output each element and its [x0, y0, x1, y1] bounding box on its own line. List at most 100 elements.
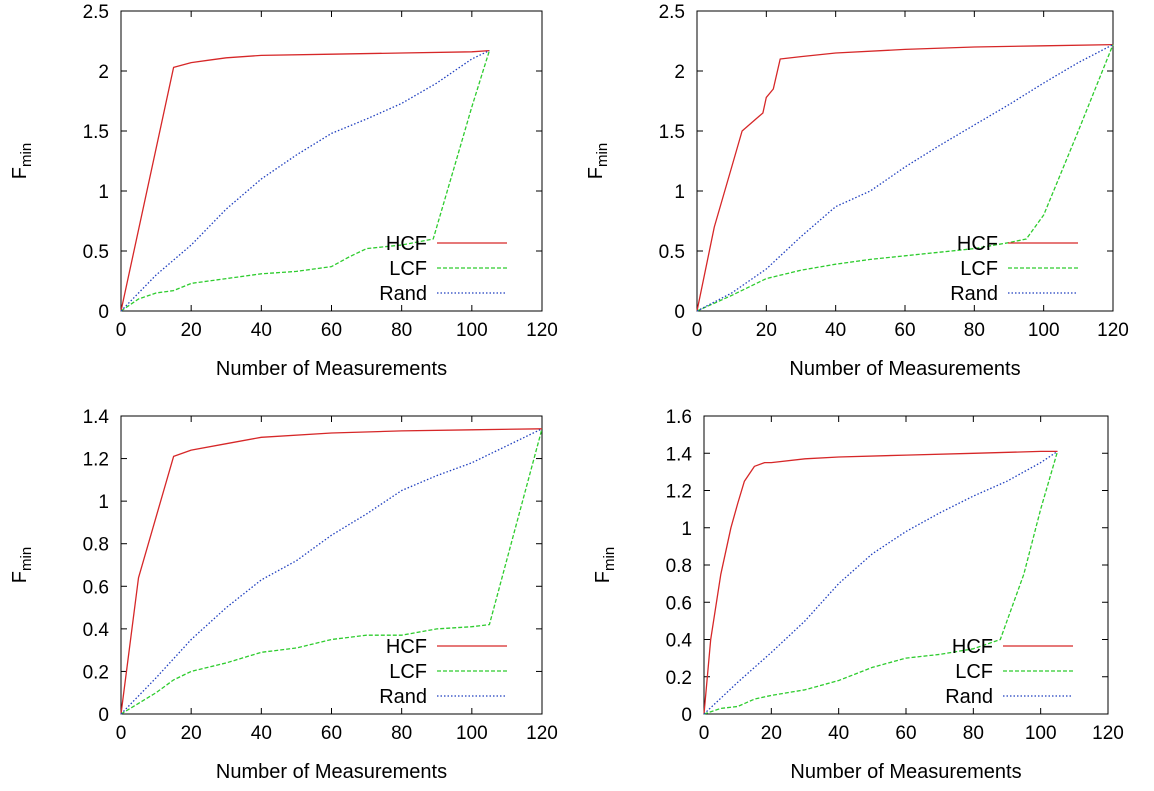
x-tick-label: 60 — [321, 320, 342, 341]
y-tick-label: 0 — [98, 705, 109, 726]
x-tick-label: 100 — [1025, 723, 1057, 744]
x-tick-label: 80 — [391, 320, 412, 341]
series-line-hcf — [120, 49, 490, 312]
x-tick-label: 0 — [699, 723, 710, 744]
x-tick-label: 20 — [761, 723, 782, 744]
legend-label: LCF — [389, 258, 427, 280]
y-tick-label: 0.5 — [83, 242, 109, 263]
y-axis-label-subscript: min — [594, 143, 611, 167]
series-line-lcf — [703, 451, 1059, 715]
y-axis-label-main: F — [9, 167, 31, 179]
y-tick-label: 2.5 — [83, 2, 109, 23]
series-line-rand — [120, 50, 490, 312]
x-tick-label: 100 — [1028, 320, 1060, 341]
x-tick-label: 60 — [321, 723, 342, 744]
x-tick-label: 120 — [526, 723, 558, 744]
x-tick-label: 100 — [456, 320, 488, 341]
y-tick-label: 0.8 — [83, 535, 109, 556]
series-line-hcf — [120, 428, 543, 715]
y-tick-label: 2 — [98, 62, 109, 83]
y-tick-label: 0.4 — [83, 620, 110, 641]
y-tick-label: 0.2 — [83, 662, 109, 683]
y-axis-label-main: F — [585, 167, 607, 179]
y-axis-label-main: F — [592, 571, 614, 583]
legend-label: LCF — [955, 661, 993, 683]
x-tick-label: 40 — [825, 320, 846, 341]
y-axis-label: Fmin — [585, 143, 611, 179]
plot-frame — [696, 10, 1114, 312]
y-tick-label: 0 — [674, 302, 685, 323]
y-tick-label: 0.8 — [666, 556, 692, 577]
x-tick-label: 120 — [1097, 320, 1129, 341]
x-axis-label: Number of Measurements — [789, 358, 1020, 380]
legend-label: Rand — [379, 283, 427, 305]
series-line-rand — [703, 450, 1058, 715]
y-tick-label: 1 — [98, 182, 109, 203]
y-axis-label: Fmin — [592, 547, 618, 583]
y-tick-label: 1.5 — [659, 122, 685, 143]
y-tick-label: 0.6 — [83, 577, 109, 598]
y-tick-label: 1 — [98, 492, 109, 513]
x-tick-label: 40 — [251, 320, 272, 341]
x-axis-label: Number of Measurements — [790, 761, 1021, 783]
y-axis-label-subscript: min — [601, 547, 618, 571]
y-tick-label: 1.4 — [83, 407, 110, 428]
chart-1: 0 20 40 60 80 100 120 0 0.5 1 1.5 2 2.5 Number of Mea… — [9, 2, 558, 380]
series-line-lcf — [120, 428, 543, 715]
y-axis-label-main: F — [9, 571, 31, 583]
y-axis-label-subscript: min — [18, 143, 35, 167]
y-tick-label: 0 — [681, 705, 692, 726]
chart-2: 0 20 40 60 80 100 120 0 0.5 1 1.5 2 2.5 Number of Mea… — [585, 2, 1129, 380]
series-line-rand — [120, 428, 543, 715]
x-tick-label: 80 — [964, 320, 985, 341]
y-tick-label: 2 — [674, 62, 685, 83]
x-tick-label: 80 — [963, 723, 984, 744]
x-axis-label: Number of Measurements — [216, 761, 447, 783]
x-tick-label: 0 — [692, 320, 703, 341]
x-tick-label: 0 — [116, 320, 127, 341]
legend-label: HCF — [957, 233, 998, 255]
legend-label: Rand — [950, 283, 998, 305]
y-tick-label: 0.4 — [666, 631, 693, 652]
x-tick-label: 20 — [181, 320, 202, 341]
x-tick-label: 120 — [1092, 723, 1124, 744]
y-tick-label: 1.4 — [666, 444, 693, 465]
y-tick-label: 0.5 — [659, 242, 685, 263]
legend-label: HCF — [386, 233, 427, 255]
x-axis-label: Number of Measurements — [216, 358, 447, 380]
legend-label: LCF — [389, 661, 427, 683]
series-line-lcf — [120, 50, 491, 312]
y-axis-label: Fmin — [9, 143, 35, 179]
x-tick-label: 20 — [181, 723, 202, 744]
y-axis-label: Fmin — [9, 547, 35, 583]
y-tick-label: 1.5 — [83, 122, 109, 143]
plot-frame — [703, 415, 1109, 715]
x-tick-label: 60 — [895, 723, 916, 744]
legend-label: LCF — [960, 258, 998, 280]
x-tick-label: 20 — [756, 320, 777, 341]
x-tick-label: 40 — [251, 723, 272, 744]
legend-label: Rand — [379, 686, 427, 708]
legend-label: HCF — [386, 636, 427, 658]
series-line-hcf — [696, 43, 1114, 312]
y-tick-label: 0 — [98, 302, 109, 323]
x-tick-label: 60 — [894, 320, 915, 341]
y-tick-label: 1.2 — [666, 482, 692, 503]
x-tick-label: 40 — [828, 723, 849, 744]
series-line-hcf — [703, 450, 1058, 715]
y-tick-label: 1 — [681, 519, 692, 540]
y-tick-label: 1.6 — [666, 407, 692, 428]
y-tick-label: 0.6 — [666, 593, 692, 614]
x-tick-label: 100 — [456, 723, 488, 744]
y-tick-label: 0.2 — [666, 668, 692, 689]
series-line-rand — [696, 44, 1114, 312]
y-tick-label: 1.2 — [83, 450, 109, 471]
x-tick-label: 80 — [391, 723, 412, 744]
series-line-lcf — [696, 44, 1114, 312]
x-tick-label: 0 — [116, 723, 127, 744]
chart-3: 0 20 40 60 80 100 120 0 0.2 0.4 0.6 0.8 1 1.2 1.4 Numbe… — [9, 407, 558, 783]
x-tick-label: 120 — [526, 320, 558, 341]
chart-4: 0 20 40 60 80 100 120 0 0.2 0.4 0.6 0.8 1 1.2 1.4 1.6 Nu… — [592, 407, 1124, 783]
y-tick-label: 2.5 — [659, 2, 685, 23]
